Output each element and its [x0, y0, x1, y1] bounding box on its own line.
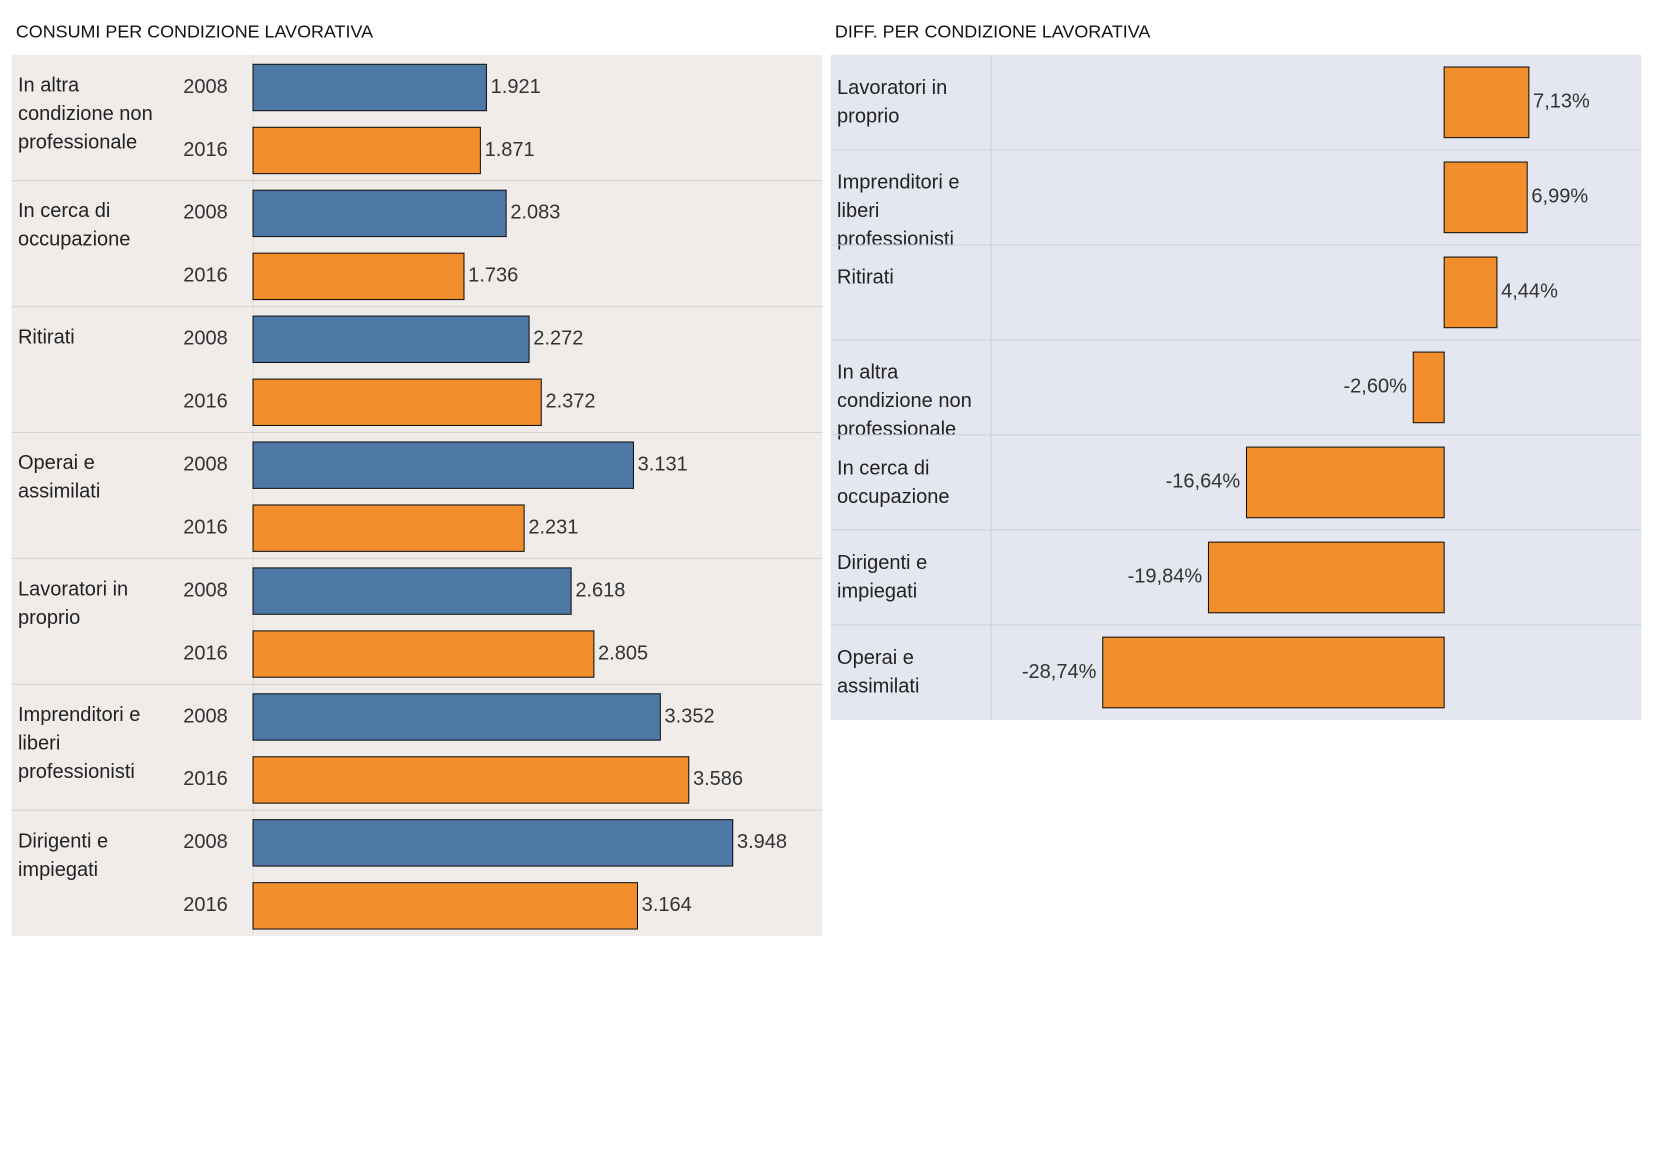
- category-label-box: Imprenditori e liberi professionisti: [837, 171, 960, 252]
- category-label: Operai e assimilati: [837, 647, 920, 698]
- category-label: In altra condizione non professionale: [837, 362, 972, 442]
- bar: [1443, 66, 1530, 139]
- value-label: -28,74%: [1022, 661, 1097, 683]
- value-label: 3.131: [638, 453, 688, 475]
- value-label: 2.231: [528, 516, 578, 538]
- category-label-box: Lavoratori in proprio: [17, 578, 129, 630]
- series-label: 2016: [183, 516, 228, 538]
- category-label: Dirigenti e impiegati: [17, 830, 109, 881]
- value-label: 3.586: [693, 768, 743, 790]
- category-label: In cerca di occupazione: [17, 200, 131, 252]
- bar: [252, 378, 542, 426]
- value-label: -19,84%: [1128, 566, 1203, 588]
- bar: [252, 315, 530, 364]
- bar: [252, 441, 634, 489]
- bar: [252, 693, 661, 741]
- value-label: 3.948: [737, 831, 787, 853]
- value-label: 2.272: [533, 328, 583, 350]
- series-label: 2016: [183, 391, 228, 413]
- bar: [252, 819, 734, 867]
- value-label: 2.083: [510, 202, 560, 224]
- category-label-box: Imprenditori e liberi professionisti: [17, 704, 141, 784]
- category-label-box: In cerca di occupazione: [17, 200, 131, 252]
- category-label: In altra condizione non professionale: [17, 74, 153, 154]
- category-label-box: Operai e assimilati: [17, 452, 101, 504]
- bar: [1443, 256, 1498, 329]
- value-label: 1.871: [485, 139, 535, 161]
- value-label: 1.736: [468, 265, 518, 287]
- bar: [252, 567, 572, 615]
- value-label: 1.921: [491, 76, 541, 98]
- value-label: 6,99%: [1531, 186, 1588, 208]
- value-label: -2,60%: [1344, 376, 1408, 398]
- series-label: 2016: [183, 768, 228, 790]
- category-label-box: In cerca di occupazione: [837, 457, 950, 508]
- value-label: 3.352: [665, 705, 715, 727]
- bar: [252, 756, 690, 804]
- category-label: Imprenditori e liberi professionisti: [837, 171, 960, 252]
- bar: [1245, 446, 1445, 519]
- series-label: 2008: [183, 453, 228, 475]
- series-label: 2016: [183, 139, 228, 161]
- category-label-box: Ritirati: [837, 266, 894, 290]
- series-label: 2008: [183, 202, 228, 224]
- value-label: 7,13%: [1533, 91, 1590, 113]
- bar: [1443, 161, 1528, 234]
- series-label: 2008: [183, 328, 228, 350]
- chart-title: CONSUMI PER CONDIZIONE LAVORATIVA: [16, 21, 373, 41]
- value-label: -16,64%: [1166, 471, 1241, 493]
- series-label: 2016: [183, 642, 228, 664]
- category-label: Lavoratori in proprio: [17, 578, 129, 630]
- category-label: Operai e assimilati: [17, 452, 101, 504]
- category-label: In cerca di occupazione: [837, 457, 950, 508]
- category-label: Ritirati: [837, 266, 894, 290]
- category-label-box: Dirigenti e impiegati: [837, 552, 928, 603]
- bar: [252, 630, 595, 678]
- category-label-box: In altra condizione non professionale: [17, 74, 153, 154]
- bar: [252, 882, 639, 930]
- value-label: 2.805: [598, 642, 648, 664]
- category-label: Dirigenti e impiegati: [837, 552, 928, 603]
- value-label: 4,44%: [1501, 281, 1558, 303]
- series-label: 2008: [183, 705, 228, 727]
- category-label: Lavoratori in proprio: [837, 76, 948, 128]
- bar: [252, 189, 507, 238]
- value-label: 2.372: [545, 391, 595, 413]
- category-label: Imprenditori e liberi professionisti: [17, 704, 141, 784]
- bar: [1102, 636, 1445, 709]
- series-label: 2008: [183, 831, 228, 853]
- series-label: 2016: [183, 265, 228, 287]
- category-label-box: Dirigenti e impiegati: [17, 830, 109, 881]
- category-label-box: Lavoratori in proprio: [837, 76, 948, 128]
- chart-title: DIFF. PER CONDIZIONE LAVORATIVA: [835, 21, 1150, 41]
- bar: [252, 126, 481, 175]
- category-label-box: Ritirati: [17, 326, 75, 349]
- value-label: 3.164: [642, 894, 692, 916]
- value-label: 2.618: [575, 579, 625, 601]
- category-label-box: Operai e assimilati: [837, 647, 920, 698]
- bar: [252, 252, 465, 301]
- series-label: 2016: [183, 894, 228, 916]
- bar: [1207, 541, 1445, 614]
- bar: [252, 63, 487, 112]
- category-label-box: In altra condizione non professionale: [837, 362, 972, 442]
- series-label: 2008: [183, 579, 228, 601]
- category-label: Ritirati: [17, 326, 75, 349]
- bar: [1412, 351, 1445, 424]
- series-label: 2008: [183, 76, 228, 98]
- bar: [252, 504, 525, 552]
